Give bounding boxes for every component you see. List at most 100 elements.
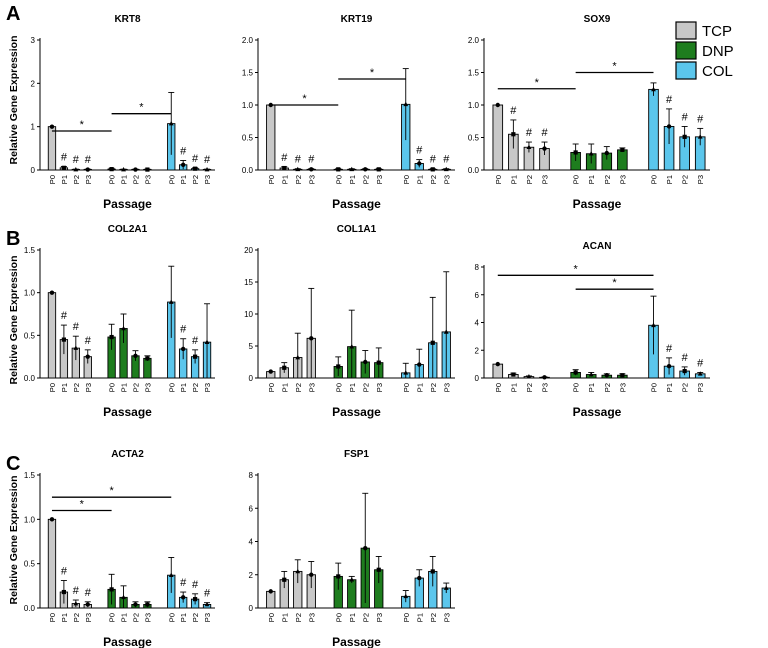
x-tick-label: P2 <box>294 613 303 622</box>
x-tick-label: P1 <box>509 383 518 392</box>
x-tick-label: P3 <box>442 383 451 392</box>
y-axis-title-row-a: Relative Gene Expression <box>8 36 20 165</box>
x-tick-label: P0 <box>48 175 57 184</box>
data-point <box>73 345 79 350</box>
y-tick-label: 1.0 <box>24 515 36 524</box>
y-tick-label: 6 <box>249 504 254 513</box>
bar-dnp-p1 <box>347 579 357 609</box>
x-tick-label: P0 <box>402 383 411 392</box>
significance-star: * <box>574 263 579 275</box>
data-point <box>145 356 150 361</box>
data-point <box>193 597 198 602</box>
y-tick-label: 0.0 <box>468 166 480 175</box>
x-tick-label: P2 <box>361 383 370 392</box>
y-tick-label: 0.0 <box>24 374 36 383</box>
data-point <box>309 572 314 577</box>
x-axis-title: Passage <box>332 405 381 419</box>
x-tick-label: P0 <box>334 613 343 622</box>
y-tick-label: 6 <box>475 291 480 300</box>
x-tick-label: P2 <box>72 175 81 184</box>
x-tick-label: P2 <box>72 383 81 392</box>
significance-mark: # <box>73 585 80 597</box>
panel-letter-a: A <box>6 3 20 25</box>
data-point <box>193 354 198 359</box>
x-tick-label: P0 <box>572 175 581 184</box>
significance-mark: # <box>85 587 92 599</box>
significance-mark: # <box>281 152 288 164</box>
data-point <box>526 144 532 150</box>
data-point <box>168 572 174 577</box>
data-point <box>49 517 55 522</box>
significance-star: * <box>612 61 617 73</box>
x-tick-label: P1 <box>120 383 129 392</box>
data-point <box>443 329 449 334</box>
x-tick-label: P1 <box>179 175 188 184</box>
significance-star: * <box>370 67 375 79</box>
x-tick-label: P0 <box>267 613 276 622</box>
y-tick-label: 2.0 <box>468 36 480 45</box>
bar-tcp-p0 <box>47 292 57 379</box>
x-tick-label: P2 <box>131 175 140 184</box>
x-tick-label: P0 <box>334 383 343 392</box>
data-point <box>697 371 703 376</box>
data-point <box>620 373 625 378</box>
data-point <box>349 344 355 349</box>
data-point <box>121 594 126 600</box>
data-point <box>133 353 138 359</box>
y-tick-label: 2 <box>249 571 254 580</box>
significance-mark: # <box>73 321 80 333</box>
data-point <box>85 354 90 359</box>
significance-mark: # <box>180 145 187 157</box>
x-tick-label: P3 <box>307 175 316 184</box>
chart-acan: ACAN 0 2 4 6 8 P0 P1 P2 P3 P0 P1 P2 P3 P0 # P1 # P2 # P3 * * Pa… <box>475 241 710 419</box>
data-point <box>133 602 138 607</box>
panel-letter-c: C <box>6 453 20 475</box>
data-point <box>666 124 672 129</box>
x-tick-label: P1 <box>348 613 357 622</box>
legend-label-col: COL <box>702 63 733 80</box>
significance-mark: # <box>443 154 450 166</box>
x-tick-label: P1 <box>280 175 289 184</box>
x-axis-title: Passage <box>573 197 622 211</box>
y-tick-label: 0.5 <box>468 134 480 143</box>
x-tick-label: P3 <box>203 175 212 184</box>
data-point <box>620 147 625 152</box>
data-point <box>542 375 547 380</box>
x-tick-label: P2 <box>191 613 200 622</box>
data-point <box>268 589 273 594</box>
data-point <box>336 574 341 579</box>
x-tick-label: P1 <box>587 175 596 184</box>
data-point <box>376 567 381 572</box>
x-tick-label: P1 <box>60 175 69 184</box>
data-point <box>349 577 355 582</box>
significance-mark: # <box>666 343 673 355</box>
chart-title: SOX9 <box>584 14 611 25</box>
data-point <box>666 364 672 369</box>
data-point <box>417 575 422 581</box>
x-axis-title: Passage <box>103 197 152 211</box>
x-tick-label: P2 <box>131 383 140 392</box>
x-tick-label: P3 <box>143 613 152 622</box>
y-tick-label: 1.5 <box>468 69 480 78</box>
significance-star: * <box>535 77 540 89</box>
x-tick-label: P1 <box>348 383 357 392</box>
data-point <box>204 339 210 344</box>
y-tick-label: 15 <box>244 278 253 287</box>
data-point <box>526 374 532 379</box>
x-tick-label: P2 <box>361 175 370 184</box>
data-point <box>651 86 656 92</box>
legend-swatch-tcp <box>675 21 697 40</box>
y-tick-label: 8 <box>249 471 254 480</box>
significance-mark: # <box>192 335 199 347</box>
x-tick-label: P0 <box>494 383 503 392</box>
y-tick-label: 10 <box>244 310 253 319</box>
data-point <box>697 134 703 139</box>
y-tick-label: 5 <box>249 342 254 351</box>
x-tick-label: P2 <box>681 383 690 392</box>
x-tick-label: P1 <box>120 613 129 622</box>
significance-mark: # <box>697 113 704 125</box>
data-point <box>121 325 126 331</box>
significance-mark: # <box>308 154 315 166</box>
data-point <box>145 167 150 172</box>
y-tick-label: 1.0 <box>24 289 36 298</box>
